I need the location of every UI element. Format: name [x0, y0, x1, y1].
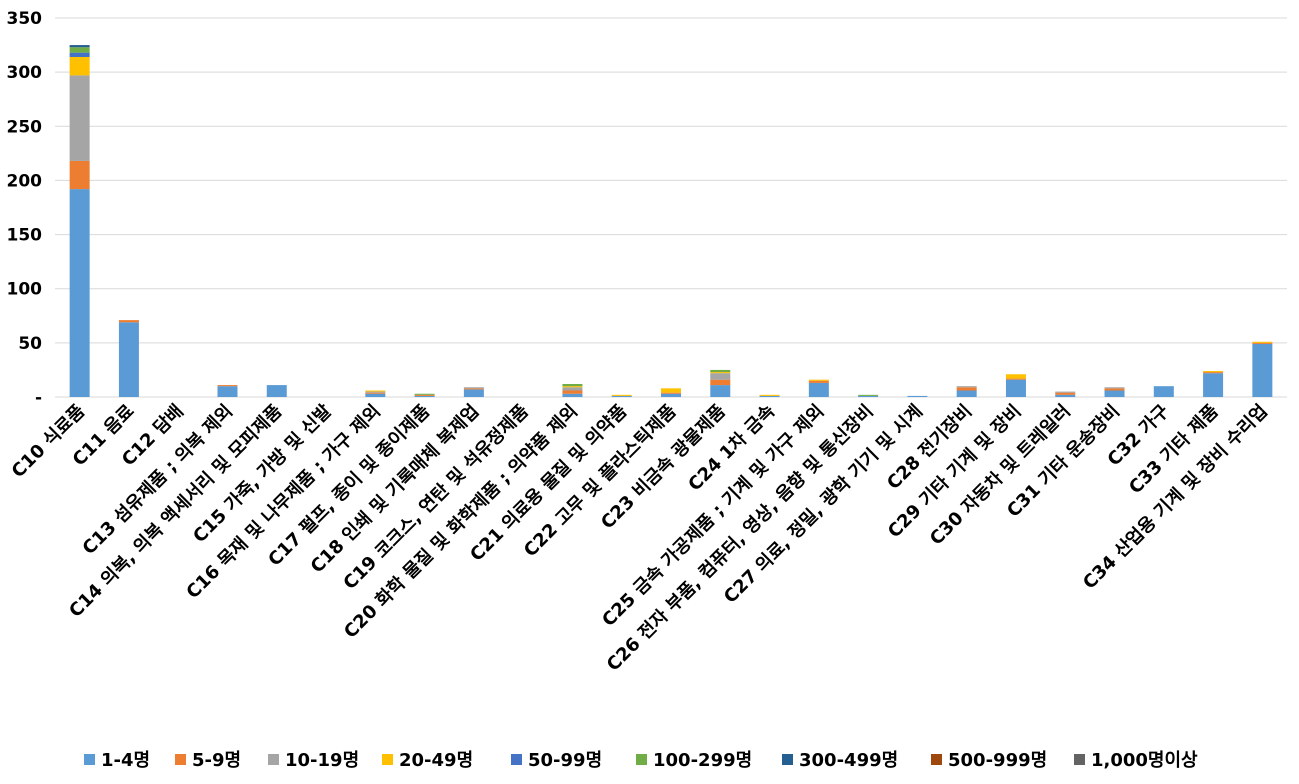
bar-segment — [1055, 394, 1076, 397]
legend-label: 100-299명 — [653, 750, 752, 771]
bar-segment — [710, 385, 731, 397]
bar-segment — [956, 386, 977, 388]
y-tick-label: 150 — [7, 226, 43, 246]
bar-segment — [956, 390, 977, 397]
legend-swatch — [382, 754, 393, 765]
y-tick-label: 300 — [7, 63, 43, 83]
legend-label: 1-4명 — [101, 750, 150, 771]
legend-swatch — [511, 754, 522, 765]
legend-swatch — [175, 754, 186, 765]
bar-segment — [1252, 342, 1273, 344]
bar-segment — [118, 320, 139, 323]
bar-segment — [710, 369, 731, 373]
bar-segment — [1005, 374, 1026, 379]
bar-segment — [1252, 341, 1273, 343]
bar-segment — [1104, 390, 1125, 397]
legend: 1-4명 5-9명 10-19명 20-49명 50-99명 100-299명 300-49… — [84, 750, 1198, 771]
bar-segment — [858, 394, 879, 396]
bar-segment — [414, 393, 435, 395]
legend-swatch — [931, 754, 942, 765]
bar-segment — [562, 386, 583, 388]
bar-segment — [414, 394, 435, 396]
bar-segment — [69, 45, 90, 48]
legend-label: 50-99명 — [528, 750, 602, 771]
bar-segment — [562, 384, 583, 387]
bar-segment — [1055, 391, 1076, 393]
legend-swatch — [636, 754, 647, 765]
bar-segment — [365, 393, 386, 397]
bar-segment — [1055, 392, 1076, 395]
bar-segment — [1203, 372, 1224, 374]
bar-segment — [69, 47, 90, 53]
y-tick-label: 250 — [7, 117, 43, 137]
x-tick-label: C10 식료품 — [8, 401, 89, 482]
bar-segment — [710, 373, 731, 380]
y-tick-label: - — [35, 388, 42, 408]
bar-segment — [1104, 387, 1125, 389]
bar-segment — [463, 389, 484, 397]
bar-segment — [759, 395, 780, 397]
bar-segment — [1005, 378, 1026, 380]
y-tick-label: 100 — [7, 280, 43, 300]
bars — [69, 45, 1273, 397]
bar-segment — [710, 379, 731, 386]
legend-label: 300-499명 — [799, 750, 898, 771]
bar-segment — [759, 394, 780, 396]
legend-label: 5-9명 — [192, 750, 241, 771]
legend-label: 10-19명 — [285, 750, 359, 771]
y-tick-label: 200 — [7, 171, 43, 191]
legend-label: 1,000명이상 — [1091, 750, 1198, 771]
bar-segment — [1005, 379, 1026, 397]
bar-segment — [217, 386, 238, 397]
bar-segment — [907, 395, 928, 397]
bar-segment — [562, 393, 583, 397]
bar-segment — [69, 52, 90, 57]
bar-segment — [562, 387, 583, 391]
bar-segment — [69, 189, 90, 397]
bar-segment — [463, 388, 484, 390]
bar-segment — [562, 390, 583, 394]
legend-label: 500-999명 — [948, 750, 1047, 771]
bar-segment — [69, 75, 90, 161]
bar-segment — [661, 388, 681, 393]
bar-segment — [1153, 386, 1174, 397]
bar-segment — [1203, 371, 1224, 373]
y-axis-ticks: - 50 100 150 200 250 300 350 — [7, 9, 43, 408]
bar-segment — [858, 395, 879, 397]
legend-label: 20-49명 — [399, 750, 473, 771]
bar-segment — [365, 390, 386, 392]
bar-segment — [808, 380, 829, 383]
bar-segment — [710, 372, 731, 374]
bar-segment — [956, 387, 977, 391]
bar-segment — [661, 392, 681, 394]
legend-swatch — [268, 754, 279, 765]
bar-segment — [118, 322, 139, 397]
y-tick-label: 350 — [7, 9, 43, 29]
bar-segment — [365, 392, 386, 394]
bar-segment — [611, 395, 632, 397]
bar-segment — [463, 387, 484, 389]
bar-segment — [69, 160, 90, 190]
bar-segment — [69, 56, 90, 76]
gridlines — [55, 17, 1287, 398]
bar-segment — [266, 385, 287, 397]
bar-segment — [365, 391, 386, 393]
bar-segment — [1252, 343, 1273, 397]
y-tick-label: 50 — [18, 334, 42, 354]
legend-swatch — [84, 754, 95, 765]
bar-segment — [1203, 373, 1224, 397]
bar-segment — [217, 385, 238, 387]
bar-segment — [808, 382, 829, 397]
bar-segment — [808, 379, 829, 381]
bar-segment — [611, 394, 632, 396]
bar-segment — [414, 395, 435, 397]
legend-swatch — [1074, 754, 1085, 765]
bar-segment — [1104, 388, 1125, 391]
bar-segment — [661, 393, 681, 397]
legend-swatch — [782, 754, 793, 765]
